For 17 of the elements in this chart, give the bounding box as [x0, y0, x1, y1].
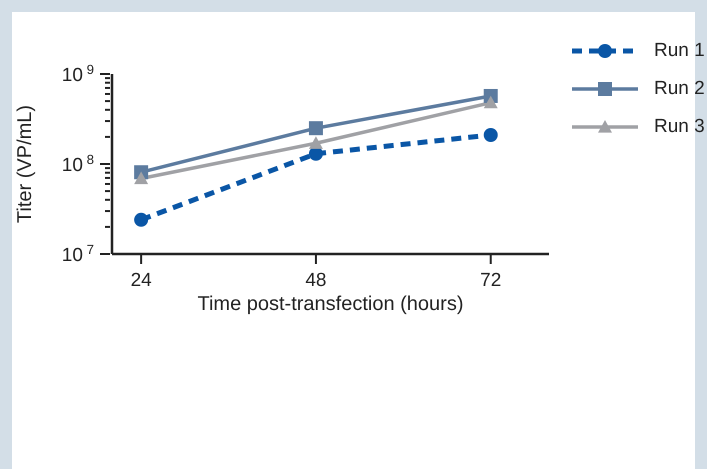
x-tick-label: 48	[305, 270, 327, 291]
legend-label: Run 3	[654, 116, 705, 138]
legend-label: Run 1	[654, 40, 705, 62]
point	[308, 121, 323, 136]
point	[308, 136, 323, 149]
point	[484, 96, 498, 108]
y-axis-title: Titer (VP/mL)	[14, 104, 36, 224]
x-tick-label: 72	[480, 270, 502, 291]
y-tick-label: 10$^{7}$	[62, 242, 94, 266]
legend-label: Run 2	[654, 78, 705, 100]
y-tick-label: 10$^{8}$	[62, 152, 94, 176]
point	[484, 128, 498, 142]
y-tick-label: 10$^{9}$	[62, 62, 94, 86]
point	[134, 212, 148, 227]
x-tick-label: 24	[130, 270, 152, 291]
point	[134, 172, 148, 184]
x-axis-title: Time post-transfection (hours)	[197, 293, 464, 315]
